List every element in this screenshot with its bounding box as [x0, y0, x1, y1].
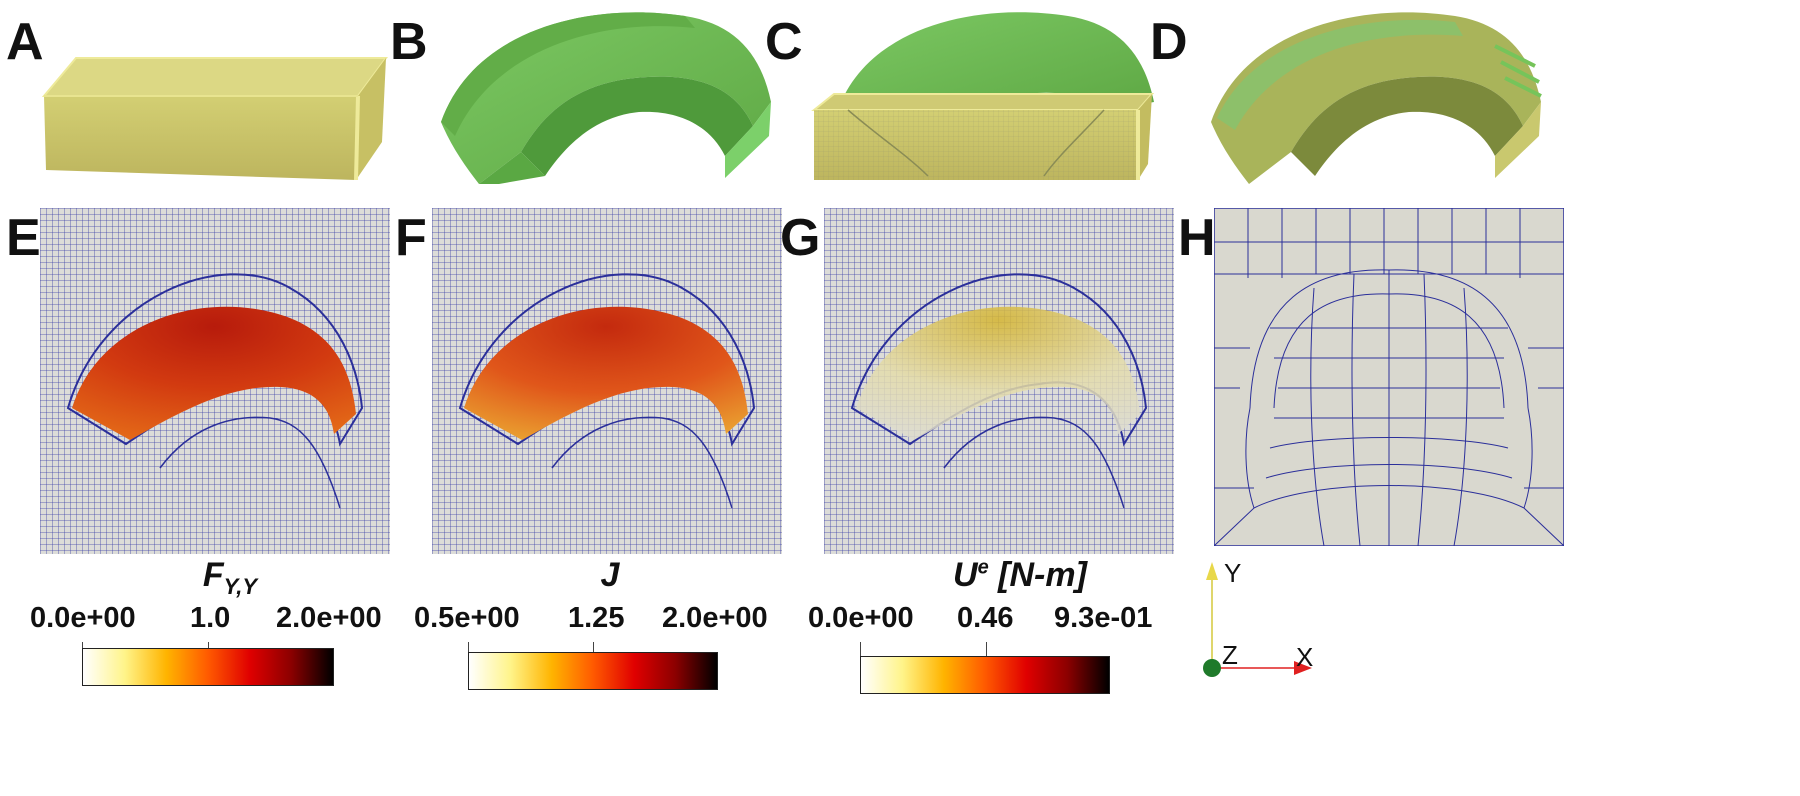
colorbar-e-tick-max: 2.0e+00	[276, 602, 382, 634]
colorbar-g-tick-min: 0.0e+00	[808, 602, 914, 634]
box-3d-shape	[41, 57, 388, 181]
panel-label-f: F	[395, 209, 427, 267]
colorbar-e-tick-mid: 1.0	[190, 602, 231, 634]
colorbar-f-title: J	[600, 556, 620, 594]
axis-triad	[1203, 562, 1312, 677]
colorbar-g-tickmark-mid	[986, 642, 987, 660]
z-axis-dot-icon	[1203, 659, 1221, 677]
colorbar-e-gradient	[82, 648, 334, 686]
mesh-panel-e	[40, 208, 390, 554]
panel-label-d: D	[1150, 13, 1188, 71]
colorbar-f-tick-min: 0.5e+00	[414, 602, 520, 634]
panel-label-h: H	[1178, 209, 1216, 267]
panel-label-c: C	[765, 13, 803, 71]
colorbar-g-tick-mid: 0.46	[957, 602, 1014, 634]
colorbar-f-gradient	[468, 652, 718, 690]
colorbar-g-title: Ue [N-m]	[953, 556, 1087, 594]
panel-label-e: E	[6, 209, 41, 267]
panel-label-a: A	[6, 13, 44, 71]
arch-in-box-3d-shape	[811, 12, 1155, 180]
x-axis-label: X	[1296, 642, 1314, 672]
mesh-panel-g	[824, 208, 1174, 554]
overlay-3d-shape	[1211, 12, 1542, 184]
panel-label-b: B	[390, 13, 428, 71]
colorbar-f-tick-max: 2.0e+00	[662, 602, 768, 634]
colorbar-f-tickmark-mid	[593, 642, 594, 660]
colorbar-f-tick-mid: 1.25	[568, 602, 625, 634]
y-axis-label: Y	[1224, 558, 1242, 588]
colorbar-f-tickmark-min	[468, 642, 469, 660]
y-axis-arrow-icon	[1206, 562, 1218, 580]
panel-label-g: G	[780, 209, 821, 267]
colorbar-e-title: FY,Y	[202, 556, 258, 599]
z-axis-label: Z	[1222, 640, 1238, 670]
x-axis-arrow-icon	[1294, 661, 1312, 675]
colorbar-g-tick-max: 9.3e-01	[1054, 602, 1153, 634]
colorbar-e-tick-min: 0.0e+00	[30, 602, 136, 634]
mesh-panel-f	[432, 208, 782, 554]
arch-3d-shape	[441, 12, 771, 184]
mesh-panel-h	[1214, 208, 1564, 546]
colorbar-g-tickmark-min	[860, 642, 861, 660]
colorbar-g-gradient	[860, 656, 1110, 694]
